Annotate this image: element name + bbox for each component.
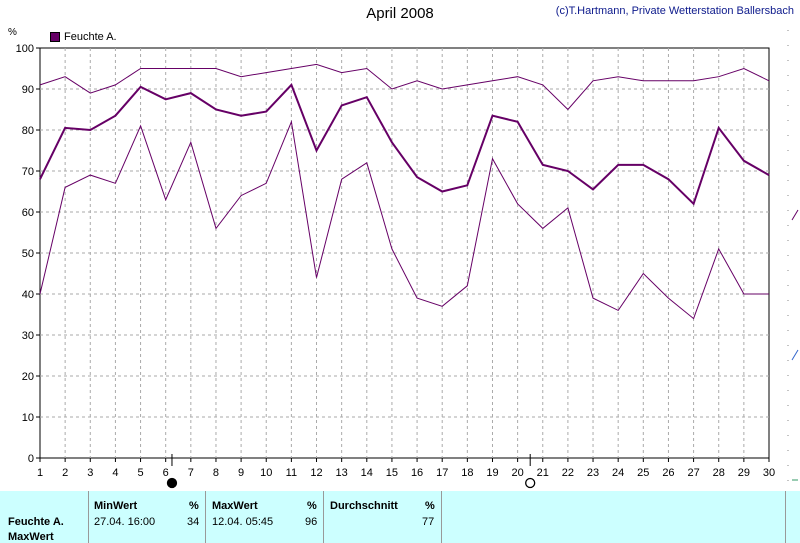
row-label: Feuchte A. [8, 516, 64, 528]
min-value: 34 [187, 516, 200, 528]
row-label-2: MaxWert [8, 531, 54, 543]
y-tick-label: 60 [22, 207, 34, 219]
y-tick-label: 70 [22, 166, 34, 178]
y-tick-label: 30 [22, 330, 34, 342]
max-column [205, 491, 324, 543]
x-tick-label: 25 [637, 467, 649, 479]
x-tick-label: 20 [511, 467, 523, 479]
legend-swatch [50, 32, 60, 42]
x-tick-label: 6 [163, 467, 169, 479]
min-column [88, 491, 206, 543]
x-tick-label: 12 [310, 467, 322, 479]
right-edge-strip [787, 30, 799, 506]
avg-header: Durchschnitt [330, 500, 398, 512]
x-tick-label: 5 [137, 467, 143, 479]
x-tick-label: 30 [763, 467, 775, 479]
full-moon-icon [525, 477, 536, 489]
y-tick-label: 100 [16, 43, 34, 55]
x-tick-label: 9 [238, 467, 244, 479]
x-tick-label: 28 [713, 467, 725, 479]
avg-value: 77 [422, 516, 435, 528]
x-tick-label: 29 [738, 467, 750, 479]
x-tick-label: 18 [461, 467, 473, 479]
x-tick-label: 8 [213, 467, 219, 479]
series-line-max [39, 63, 770, 111]
x-tick-label: 10 [260, 467, 272, 479]
x-tick-label: 24 [612, 467, 624, 479]
y-tick-label: 0 [28, 453, 34, 465]
empty-column [441, 491, 786, 543]
y-tick-label: 20 [22, 371, 34, 383]
chart-title: April 2008 [366, 5, 434, 22]
y-axis-unit: % [8, 27, 17, 38]
x-tick-label: 11 [286, 467, 297, 479]
x-tick-label: 26 [662, 467, 674, 479]
x-tick-label: 3 [87, 467, 93, 479]
series-line-min [39, 119, 769, 320]
series-line-avg [39, 83, 770, 206]
min-unit: % [189, 500, 199, 512]
max-unit: % [307, 500, 317, 512]
x-tick-label: 4 [112, 467, 118, 479]
y-tick-label: 10 [22, 412, 34, 424]
x-tick-label: 21 [537, 467, 549, 479]
x-tick-label: 7 [188, 467, 194, 479]
y-tick-label: 40 [22, 289, 34, 301]
max-time: 12.04. 05:45 [212, 516, 274, 528]
x-tick-label: 17 [436, 467, 448, 479]
avg-column [323, 491, 442, 543]
max-header: MaxWert [212, 500, 258, 512]
min-header: MinWert [94, 500, 138, 512]
x-tick-label: 16 [411, 467, 423, 479]
x-tick-label: 13 [336, 467, 348, 479]
x-tick-label: 23 [587, 467, 599, 479]
y-tick-label: 90 [22, 84, 34, 96]
x-tick-label: 2 [62, 467, 68, 479]
x-tick-label: 14 [361, 467, 373, 479]
min-time: 27.04. 16:00 [94, 516, 156, 528]
avg-unit: % [425, 500, 435, 512]
legend: Feuchte A. [50, 31, 117, 43]
statistics-table: Feuchte A. MaxWert MinWert % 27.04. 16:0… [0, 491, 800, 543]
y-tick-label: 80 [22, 125, 34, 137]
legend-label: Feuchte A. [64, 31, 117, 43]
max-value: 96 [305, 516, 318, 528]
y-tick-label: 50 [22, 248, 34, 260]
x-tick-label: 1 [37, 467, 43, 479]
x-tick-label: 22 [562, 467, 574, 479]
x-tick-label: 27 [687, 467, 699, 479]
credit-text: (c)T.Hartmann, Private Wetterstation Bal… [555, 5, 794, 17]
x-tick-label: 19 [486, 467, 498, 479]
x-tick-label: 15 [386, 467, 398, 479]
new-moon-icon [166, 477, 178, 489]
